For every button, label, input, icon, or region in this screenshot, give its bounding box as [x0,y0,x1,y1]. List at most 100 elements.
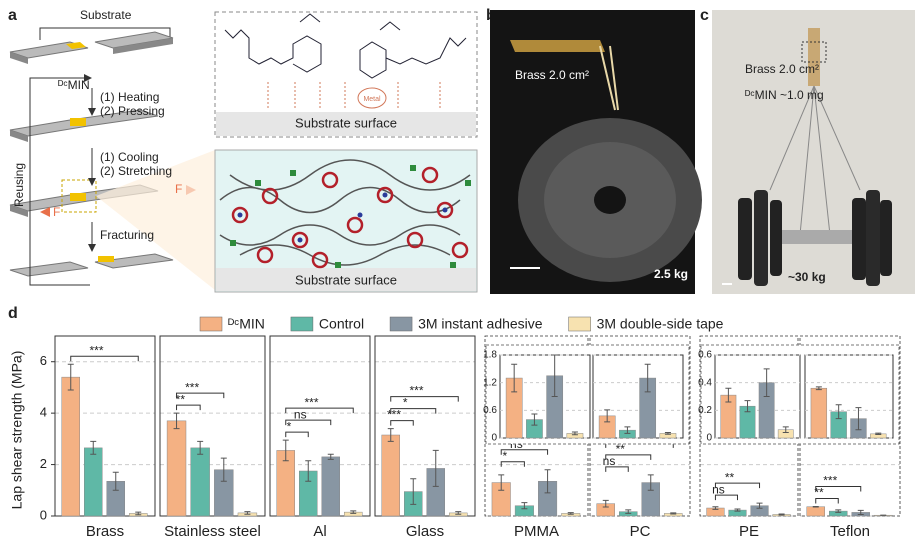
error-bar [90,440,97,455]
panel-letter: c [700,7,709,24]
significance-bracket [285,407,354,414]
error-bar [763,368,770,397]
bar [84,447,103,517]
significance-bracket [285,419,332,426]
error-bar [857,509,864,515]
significance-label: *** [387,408,401,422]
x-tick-label: Brass [86,523,124,540]
legend-swatch [389,316,413,332]
legend-swatch [199,316,223,332]
inset-tick-label: 0 [706,433,712,444]
error-bar [567,512,574,515]
x-tick-label: PE [739,523,759,540]
error-bar [625,509,632,514]
significance-label: * [287,419,292,433]
error-bar [835,509,842,513]
significance-label: ** [176,392,186,406]
legend-label: ᴰᶜMIN [228,316,265,332]
inset-bar [810,387,828,439]
significance-label: ** [814,486,824,500]
photo-dumbbell [712,10,915,294]
inset-tick-label: 0 [491,433,497,444]
bar [166,420,187,517]
label: ᴰᶜMIN ~1.0 mg [745,88,824,102]
y-axis-label: Lap shear strength (MPa) [9,351,25,510]
error-bar [531,413,538,426]
error-bar [624,426,631,434]
legend-label: 3M double-side tape [597,316,724,332]
bar [381,434,400,517]
label: Brass 2.0 cm² [745,62,819,76]
inset-tick-label: 1.8 [483,350,497,361]
legend-label: Control [319,316,364,332]
error-bar [551,354,558,397]
error-bar [855,407,862,431]
significance-bracket [815,485,862,492]
x-tick-label: Stainless steel [164,523,261,540]
significance-label: *** [304,395,318,409]
label: (2) Stretching [100,164,172,178]
y-tick-label: 2 [40,456,47,471]
significance-label: ns [603,454,616,468]
significance-bracket [70,355,139,362]
bar [190,447,210,517]
error-bar [67,363,74,391]
label: Fracturing [100,228,154,242]
x-tick-label: PMMA [514,523,559,540]
significance-bracket [714,494,738,501]
label: Substrate surface [295,272,397,287]
axes-frame [159,335,266,517]
label: Substrate surface [295,115,397,130]
error-bar [602,499,609,508]
significance-bracket [285,431,309,438]
significance-label: ** [616,442,626,456]
error-bar [782,426,789,433]
error-bar [712,506,719,510]
significance-bracket [605,466,629,472]
error-bar [670,512,677,515]
error-bar [511,363,518,393]
significance-label: * [502,449,507,463]
error-bar [173,412,180,430]
label: F [175,182,182,196]
significance-bracket [500,449,549,455]
error-bar [455,511,462,515]
x-tick-label: Al [313,523,326,540]
error-bar [305,460,312,482]
inset-tick-label: 0.6 [698,350,712,361]
bar [806,506,825,517]
significance-bracket [815,497,839,504]
error-bar [327,453,334,460]
y-tick-label: 6 [40,353,47,368]
error-bar [744,400,751,413]
label: ᴰᶜMIN [58,78,90,92]
panel-letter: a [8,7,17,24]
label: 2.5 kg [654,267,688,281]
process-schematic [9,27,215,290]
error-bar [725,387,732,403]
error-bar [112,471,119,491]
label: Metal [363,96,381,103]
chemistry-box [214,11,478,138]
error-bar [350,510,357,514]
label: ~30 kg [788,270,826,284]
label: (2) Pressing [100,104,165,118]
error-bar [756,502,763,509]
error-bar [644,363,651,393]
significance-label: *** [409,384,423,398]
label: Substrate [80,8,132,22]
error-bar [604,409,611,423]
significance-label: *** [823,474,837,488]
label: (1) Heating [100,90,159,104]
error-bar [135,511,142,516]
inset-tick-label: 0.4 [698,377,712,388]
significance-bracket [390,396,459,402]
error-bar [815,386,822,391]
error-bar [521,502,528,510]
x-tick-label: Teflon [830,523,870,540]
legend-label: 3M instant adhesive [418,316,543,332]
x-tick-label: Glass [406,523,444,540]
significance-label: ns [712,482,725,496]
significance-label: *** [89,343,103,357]
axes-frame [374,335,476,517]
